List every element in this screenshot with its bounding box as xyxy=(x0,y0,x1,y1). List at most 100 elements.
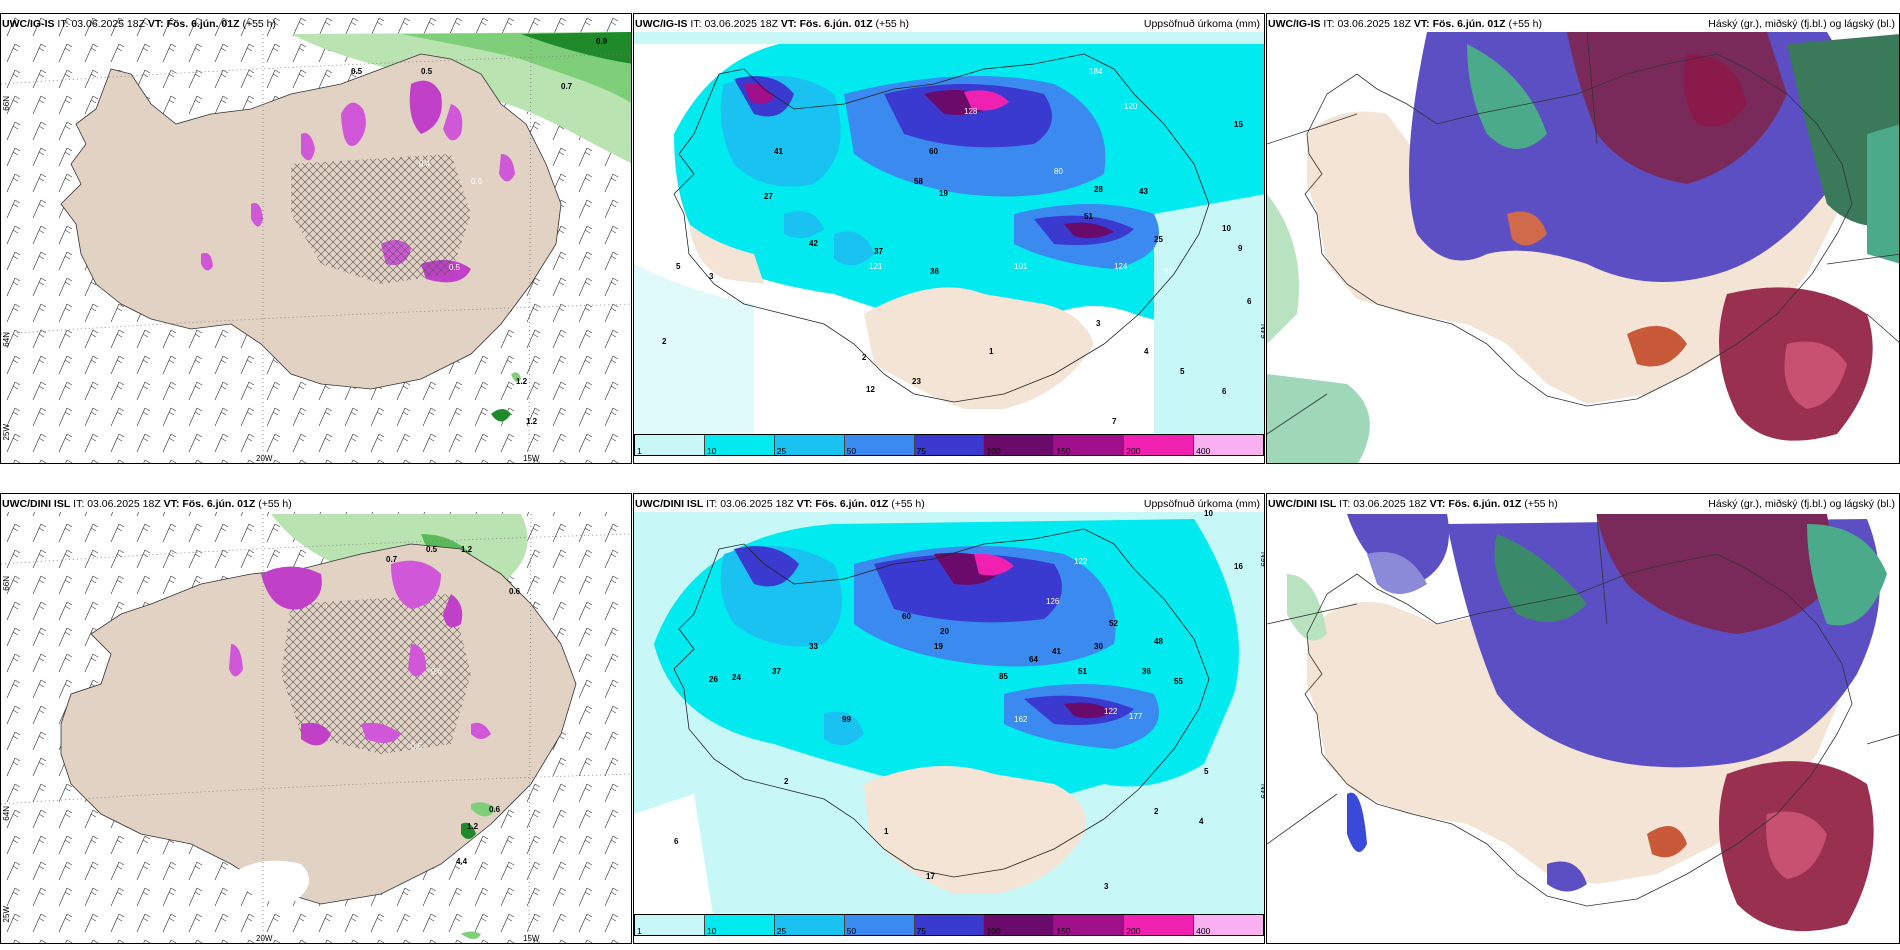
wind-label: 0.6 xyxy=(471,177,483,186)
precip-label: 28 xyxy=(1094,185,1103,194)
wind-label: 0.5 xyxy=(411,742,423,751)
cloud-title: Háský (gr.), miðský (fj.bl.) og lágský (… xyxy=(1708,498,1895,510)
precip-label: 2 xyxy=(784,777,789,786)
colorbar-segment: 150 xyxy=(1054,915,1125,936)
lon-label-20w: 20W xyxy=(256,454,273,463)
lat-label-25w: 25W xyxy=(2,906,11,923)
wind-label: 0.7 xyxy=(561,82,573,91)
precip-title: Uppsöfnuð úrkoma (mm) xyxy=(1143,18,1260,30)
precip-label: 1 xyxy=(884,827,889,836)
colorbar-segment: 1 xyxy=(635,435,705,456)
wind-label: 0.6 xyxy=(509,587,521,596)
colorbar-segment: 25 xyxy=(774,915,845,936)
precip-label: 128 xyxy=(964,107,978,116)
precip-label: 122 xyxy=(1104,707,1118,716)
precip-label: 55 xyxy=(1174,677,1183,686)
precip-label: 5 xyxy=(1180,367,1185,376)
precip-label: 5 xyxy=(1204,767,1209,776)
cloud-map xyxy=(1267,512,1899,943)
precip-label: 51 xyxy=(1078,667,1087,676)
panel-title: UWC/IG-IS IT: 03.06.2025 18Z VT: Fös. 6.… xyxy=(1268,18,1543,30)
panel-title: UWC/DINI ISL IT: 03.06.2025 18Z VT: Fös.… xyxy=(635,498,925,510)
colorbar-segment: 200 xyxy=(1124,915,1195,936)
precip-label: 30 xyxy=(1094,642,1103,651)
wind-label: 0.5 xyxy=(426,545,438,554)
wind-label: 1.2 xyxy=(461,545,473,554)
colorbar-segment: 200 xyxy=(1124,435,1195,456)
precip-map: 15 10 9 6 6 5 4 3 2 2 1 27 41 19 42 37 1… xyxy=(634,32,1264,442)
lat-label-64: 64N xyxy=(2,806,11,821)
precip-label: 43 xyxy=(1139,187,1148,196)
precip-label: 6 xyxy=(1222,387,1227,396)
panel-cloud-top: UWC/IG-IS IT: 03.06.2025 18Z VT: Fös. 6.… xyxy=(1266,13,1900,464)
precip-label: 1 xyxy=(989,347,994,356)
precip-label: 10 xyxy=(1204,509,1213,518)
precip-label: 120 xyxy=(1124,102,1138,111)
wind-map: 0.5 0.6 1.2 0.6 0.6 1.2 4.4 0.7 0.5 xyxy=(1,512,631,943)
precip-label: 37 xyxy=(772,667,781,676)
lat-label-66: 66N xyxy=(2,96,11,111)
precip-label: 80 xyxy=(1054,167,1063,176)
precip-label: 52 xyxy=(1109,619,1118,628)
precip-label: 184 xyxy=(1089,67,1103,76)
precip-label: 3 xyxy=(709,272,714,281)
precip-label: 3 xyxy=(1096,319,1101,328)
lat-label-64: 64N xyxy=(1260,784,1265,799)
precip-label: 99 xyxy=(842,715,851,724)
lon-label-15w: 15W xyxy=(523,454,540,463)
precip-colorbar: 1 10 25 50 75 100 150 200 400 xyxy=(634,914,1264,936)
precip-label: 37 xyxy=(874,247,883,256)
precip-label: 162 xyxy=(1014,715,1028,724)
colorbar-segment: 400 xyxy=(1194,915,1264,936)
precip-label: 2 xyxy=(1154,807,1159,816)
wind-label: 1.2 xyxy=(526,417,538,426)
precip-label: 126 xyxy=(1046,597,1060,606)
precip-label: 36 xyxy=(930,267,939,276)
wind-label: 0.4 xyxy=(419,159,431,168)
precip-label: 4 xyxy=(1199,817,1204,826)
precip-label: 6 xyxy=(1247,297,1252,306)
panel-cloud-bottom: UWC/DINI ISL IT: 03.06.2025 18Z VT: Fös.… xyxy=(1266,493,1900,944)
precip-label: 6 xyxy=(674,837,679,846)
precip-label: 2 xyxy=(862,353,867,362)
colorbar-segment: 400 xyxy=(1194,435,1264,456)
precip-label: 60 xyxy=(929,147,938,156)
precip-label: 121 xyxy=(869,262,883,271)
colorbar-segment: 75 xyxy=(914,915,985,936)
panel-wind-top: UWC/IG-IS IT: 03.06.2025 18Z VT: Fös. 6.… xyxy=(0,13,632,464)
wind-label: 0.9 xyxy=(596,37,608,46)
cloud-title: Háský (gr.), miðský (fj.bl.) og lágský (… xyxy=(1708,18,1895,30)
precip-label: 10 xyxy=(1222,224,1231,233)
colorbar-segment: 50 xyxy=(844,915,915,936)
precip-label: 12 xyxy=(866,385,875,394)
wind-label: 0.7 xyxy=(386,555,398,564)
precip-label: 16 xyxy=(1234,562,1243,571)
lon-label-20w: 20W xyxy=(256,934,273,943)
colorbar-segment: 150 xyxy=(1054,435,1125,456)
precip-label: 33 xyxy=(809,642,818,651)
precip-label: 58 xyxy=(914,177,923,186)
precip-label: 51 xyxy=(1084,212,1093,221)
precip-label: 25 xyxy=(1154,235,1163,244)
precip-label: 48 xyxy=(1154,637,1163,646)
precip-label: 24 xyxy=(732,673,741,682)
precip-title: Uppsöfnuð úrkoma (mm) xyxy=(1143,498,1260,510)
lat-label-66: 66N xyxy=(2,576,11,591)
precip-label: 9 xyxy=(1238,244,1243,253)
precip-map: 16 10 5 4 3 2 2 1 26 24 37 33 19 20 60 1… xyxy=(634,509,1264,922)
precip-label: 23 xyxy=(912,377,921,386)
precip-label: 101 xyxy=(1014,262,1028,271)
panel-title: UWC/IG-IS IT: 03.06.2025 18Z VT: Fös. 6.… xyxy=(635,18,910,30)
precip-label: 5 xyxy=(676,262,681,271)
colorbar-segment: 50 xyxy=(844,435,915,456)
wind-label: 1.2 xyxy=(467,822,479,831)
colorbar-segment: 25 xyxy=(774,435,845,456)
precip-label: 124 xyxy=(1114,262,1128,271)
precip-label: 27 xyxy=(764,192,773,201)
cloud-map xyxy=(1267,31,1899,463)
wind-map: 0.5 0.7 0.9 1.2 1.2 0.5 0.6 0.4 0.5 xyxy=(1,14,631,463)
lat-label-64: 64N xyxy=(2,332,11,347)
precip-label: 85 xyxy=(999,672,1008,681)
precip-label: 2 xyxy=(662,337,667,346)
precip-label: 177 xyxy=(1129,712,1143,721)
